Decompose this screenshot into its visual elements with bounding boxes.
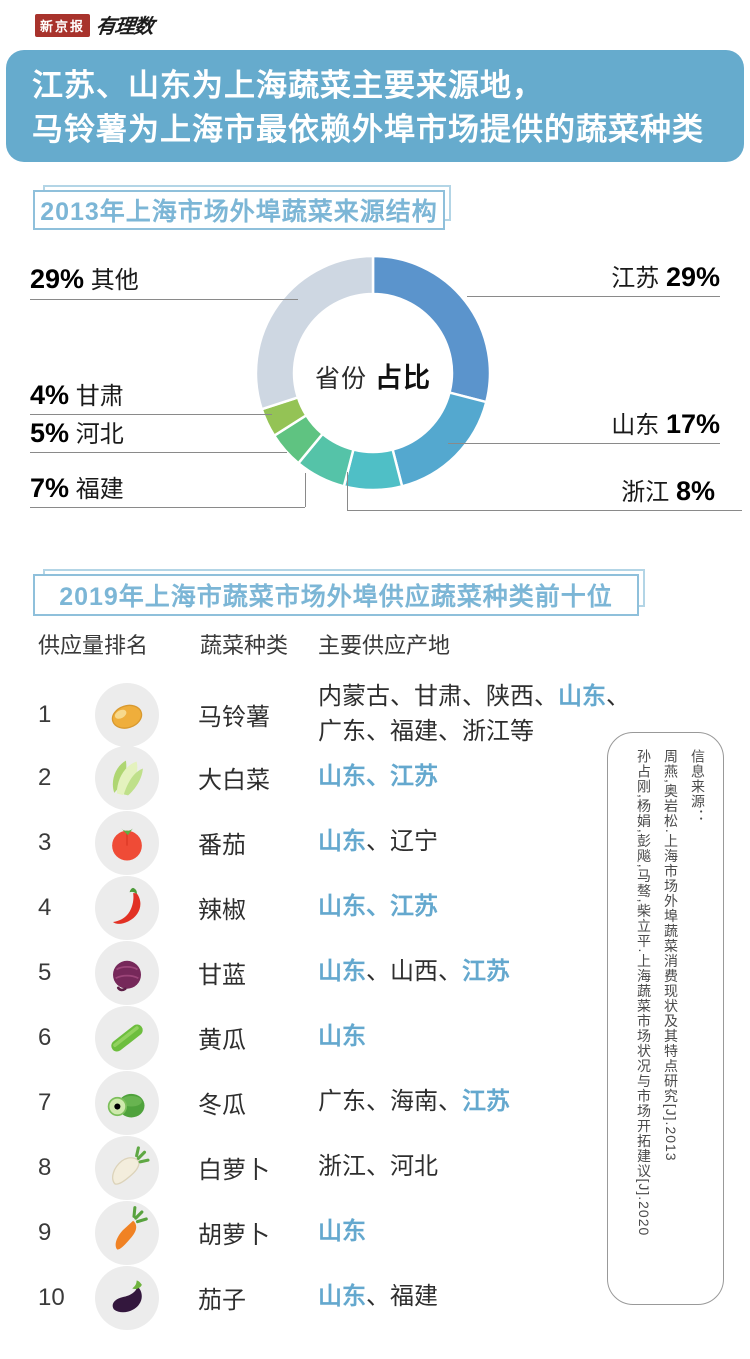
center-label-bold: 占比 <box>374 363 431 393</box>
table-row: 6 黄瓜 山东 <box>0 1005 640 1070</box>
leader-line <box>30 299 298 300</box>
rank-value: 2 <box>38 763 52 791</box>
vegetable-name: 马铃薯 <box>198 704 270 732</box>
vegetable-name: 白萝卜 <box>198 1157 270 1184</box>
headline-line2: 马铃薯为上海市最依赖外埠市场提供的蔬菜种类 <box>32 112 704 147</box>
leader-line <box>30 414 272 415</box>
donut-center-label: 省份 占比 <box>293 356 453 395</box>
slice-label-fujian: 7% 福建 <box>30 473 124 503</box>
table-row: 5 甘蓝 山东、山西、江苏 <box>0 940 640 1005</box>
leader-line <box>347 510 742 511</box>
section2-title: 2019年上海市蔬菜市场外埠供应蔬菜种类前十位 <box>33 569 645 616</box>
origin-provinces: 山东、福建 <box>318 1283 438 1311</box>
leader-line <box>448 443 720 444</box>
slice-label-shandong: 山东 17% <box>611 409 720 439</box>
table-row: 2 大白菜 山东、江苏 <box>0 745 640 810</box>
rank-value: 9 <box>38 1218 52 1246</box>
vegetable-name: 番茄 <box>198 832 246 859</box>
vegetable-name: 茄子 <box>198 1287 246 1314</box>
rank-value: 3 <box>38 828 52 856</box>
header-origin: 主要供应产地 <box>318 633 451 658</box>
vegetable-ranking-table: 供应量排名 蔬菜种类 主要供应产地 1 马铃薯 内蒙古、甘肃、陕西、山东、广东、福建… <box>0 628 640 1330</box>
source-label: 信息来源： <box>690 749 706 824</box>
center-label-normal: 省份 <box>315 365 368 393</box>
xinjingbao-logo: 新京报 <box>35 14 91 37</box>
masthead: 新京报 有理数 <box>35 10 155 41</box>
vegetable-name: 辣椒 <box>198 897 246 924</box>
vegetable-name: 大白菜 <box>198 767 270 794</box>
white-radish-icon <box>95 1135 159 1200</box>
rank-value: 4 <box>38 893 52 921</box>
table-row: 4 辣椒 山东、江苏 <box>0 875 640 940</box>
rank-value: 10 <box>38 1283 65 1311</box>
carrot-icon <box>95 1200 159 1265</box>
origin-provinces: 山东、江苏 <box>318 893 438 921</box>
vegetable-name: 冬瓜 <box>198 1092 246 1119</box>
slice-label-jiangsu: 江苏 29% <box>611 262 720 292</box>
origin-provinces: 内蒙古、甘肃、陕西、山东、广东、福建、浙江等 <box>318 683 630 745</box>
source-box: 信息来源： 周燕,奥岩松.上海市场外埠蔬菜消费现状及其特点研究[J].2013 … <box>607 732 724 1305</box>
donut-slice-其他 <box>254 254 375 411</box>
origin-provinces: 广东、海南、江苏 <box>318 1088 510 1116</box>
header-kind: 蔬菜种类 <box>200 633 289 658</box>
table-row: 1 马铃薯 内蒙古、甘肃、陕西、山东、广东、福建、浙江等 <box>0 680 640 747</box>
potato-icon <box>95 682 159 747</box>
youlishu-logo: 有理数 <box>94 16 155 38</box>
vegetable-name: 黄瓜 <box>198 1027 246 1054</box>
purple-cabbage-icon <box>95 940 159 1005</box>
rank-value: 5 <box>38 958 52 986</box>
tomato-icon <box>95 810 159 875</box>
origin-provinces: 山东 <box>318 1218 366 1246</box>
header-rank: 供应量排名 <box>38 633 149 658</box>
vegetable-name: 甘蓝 <box>198 962 246 989</box>
source-ref-1: 周燕,奥岩松.上海市场外埠蔬菜消费现状及其特点研究[J].2013 <box>663 749 679 1162</box>
origin-provinces: 山东、江苏 <box>318 763 438 791</box>
vegetable-name: 胡萝卜 <box>198 1222 270 1249</box>
origin-provinces: 山东 <box>318 1023 366 1051</box>
chili-icon <box>95 875 159 940</box>
table-header: 供应量排名 蔬菜种类 主要供应产地 <box>0 628 640 660</box>
headline-line1: 江苏、山东为上海蔬菜主要来源地， <box>32 68 544 103</box>
slice-label-qita: 29% 其他 <box>30 264 139 294</box>
leader-line <box>30 452 287 453</box>
origin-provinces: 山东、辽宁 <box>318 828 438 856</box>
leader-line <box>467 296 720 297</box>
donut-svg <box>254 254 492 492</box>
leader-line <box>30 507 305 508</box>
table-row: 3 番茄 山东、辽宁 <box>0 810 640 875</box>
donut-slice-山东 <box>391 391 488 488</box>
donut-chart: 省份 占比 29% 其他 4% 甘肃 5% 河北 7% 福建 江苏 29% 山东… <box>0 238 750 530</box>
rank-value: 6 <box>38 1023 52 1051</box>
table-row: 8 白萝卜 浙江、河北 <box>0 1135 640 1200</box>
leader-line <box>347 472 348 510</box>
headline-banner: 江苏、山东为上海蔬菜主要来源地， 马铃薯为上海市最依赖外埠市场提供的蔬菜种类 <box>6 50 744 162</box>
source-ref-2: 孙占刚,杨娟,彭飚,马骜,柴立平.上海蔬菜市场状况与市场开拓建议[J].2020 <box>636 749 652 1237</box>
slice-label-zhejiang: 浙江 8% <box>621 476 715 506</box>
veg-table-body: 1 马铃薯 内蒙古、甘肃、陕西、山东、广东、福建、浙江等 2 大白菜 山东、江苏 3 番茄 山东… <box>0 680 640 1330</box>
winter-melon-icon <box>95 1070 159 1135</box>
table-row: 10 茄子 山东、福建 <box>0 1265 640 1330</box>
napa-cabbage-icon <box>95 745 159 810</box>
table-row: 7 冬瓜 广东、海南、江苏 <box>0 1070 640 1135</box>
slice-label-hebei: 5% 河北 <box>30 418 124 448</box>
rank-value: 7 <box>38 1088 52 1116</box>
origin-provinces: 浙江、河北 <box>318 1153 438 1181</box>
slice-label-gansu: 4% 甘肃 <box>30 380 124 410</box>
leader-line <box>305 473 306 507</box>
rank-value: 8 <box>38 1153 52 1181</box>
section1-title: 2013年上海市场外埠蔬菜来源结构 <box>33 185 451 230</box>
rank-value: 1 <box>38 700 52 728</box>
origin-provinces: 山东、山西、江苏 <box>318 958 510 986</box>
cucumber-icon <box>95 1005 159 1070</box>
table-row: 9 胡萝卜 山东 <box>0 1200 640 1265</box>
eggplant-icon <box>95 1265 159 1330</box>
